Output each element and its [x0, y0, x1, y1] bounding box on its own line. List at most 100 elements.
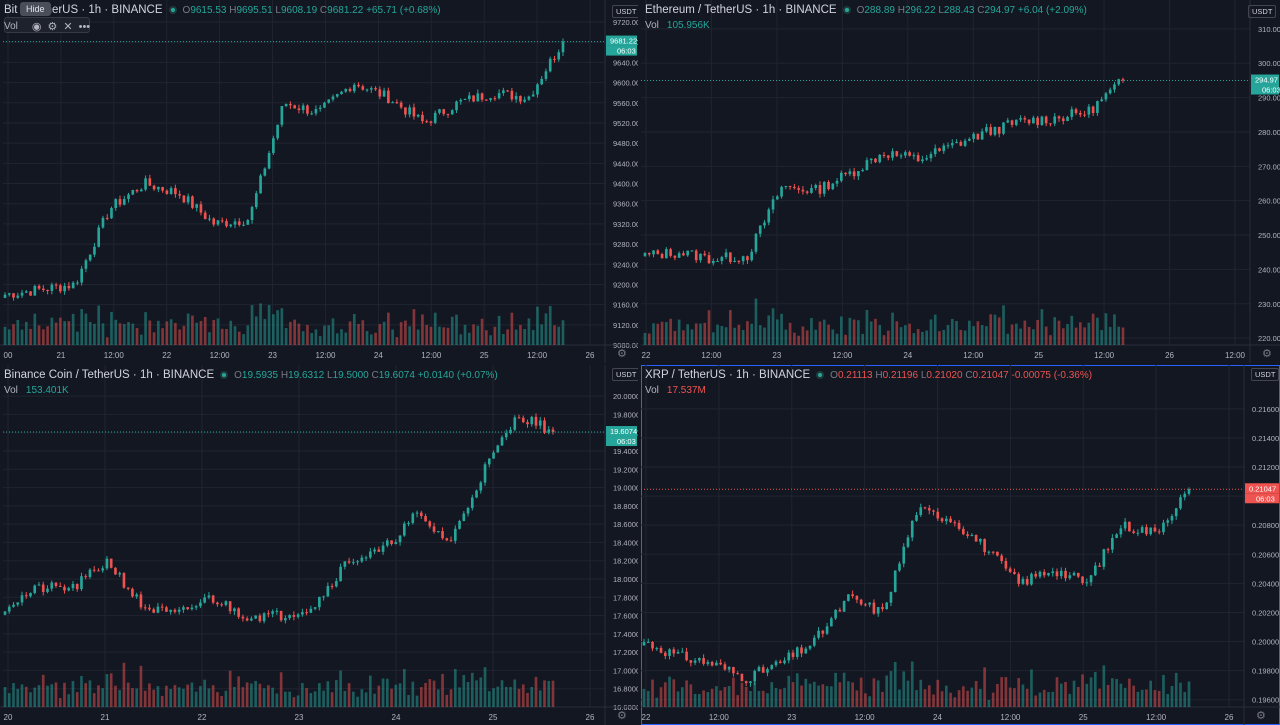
y-tick-label: 19.0000 [613, 484, 638, 493]
volume-bar [521, 684, 525, 707]
candle-body [902, 546, 906, 564]
more-icon[interactable]: ••• [78, 20, 91, 33]
volume-bar [459, 334, 463, 345]
chart-pane-btc[interactable]: 9720.009680.009640.009600.009560.009520.… [0, 0, 638, 363]
chart-pane-eth[interactable]: 310.00 300.00 290.00 280.00 270.00 260.00 250.… [641, 0, 1280, 363]
volume-bar [425, 324, 429, 345]
candle-body [733, 260, 736, 263]
market-status-icon[interactable] [816, 371, 825, 379]
currency-label[interactable]: USDT [612, 368, 638, 381]
candle-body [352, 562, 355, 564]
volume-bar [767, 315, 771, 345]
legend-eth: Ethereum / TetherUS · 1h · BINANCE O288.… [645, 4, 1087, 16]
volume-bar [916, 329, 920, 345]
candle-body [686, 250, 690, 256]
candle-body [912, 155, 916, 157]
chart-canvas-bnb[interactable]: 20.000019.800019.600019.400019.200019.00… [0, 365, 638, 725]
candle-body [1108, 89, 1112, 94]
countdown-label: 06:03 [1256, 494, 1275, 503]
hide-tooltip: Hide [20, 2, 51, 16]
volume-bar [493, 326, 497, 345]
candle-body [169, 188, 173, 194]
volume-bar [216, 692, 219, 707]
candle-body [29, 291, 32, 296]
volume-bar [548, 306, 552, 345]
x-tick-label: 25 [1079, 713, 1088, 722]
volume-bar [424, 682, 427, 707]
volume-bar [1061, 328, 1065, 345]
candle-body [795, 647, 799, 657]
currency-label[interactable]: USDT [1251, 368, 1280, 381]
volume-bar [80, 676, 83, 707]
candle-body [322, 596, 325, 598]
candle-body [932, 510, 935, 512]
settings-gear-icon[interactable]: ⚙ [1262, 347, 1272, 360]
volume-bar [16, 688, 20, 707]
market-status-icon[interactable] [842, 6, 851, 14]
settings-icon[interactable]: ⚙ [47, 21, 58, 33]
chart-pane-bnb[interactable]: 20.000019.800019.600019.400019.200019.00… [0, 365, 638, 725]
volume-bar [861, 333, 864, 345]
symbol-title[interactable]: Ethereum / TetherUS · 1h · BINANCE [645, 4, 837, 16]
chart-canvas-btc[interactable]: 9720.009680.009640.009600.009560.009520.… [0, 0, 638, 363]
candle-body [148, 178, 152, 186]
candle-body [527, 96, 531, 100]
volume-bar [245, 682, 249, 707]
volume-bar [466, 682, 470, 707]
candle-body [126, 587, 130, 589]
market-status-icon[interactable] [220, 371, 229, 379]
y-tick-label: 18.2000 [613, 557, 638, 566]
currency-label[interactable]: USDT [612, 5, 638, 18]
volume-bar [693, 693, 697, 707]
candle-body [1070, 109, 1074, 117]
ohlc-values: O9615.53 H9695.51 L9608.19 C9681.22 +65.… [182, 4, 441, 16]
volume-bar [643, 333, 647, 345]
symbol-title[interactable]: XRP / TetherUS · 1h · BINANCE [645, 369, 811, 381]
chart-canvas-eth[interactable]: 310.00 300.00 290.00 280.00 270.00 260.00 250.… [641, 0, 1280, 363]
settings-gear-icon[interactable]: ⚙ [617, 709, 627, 722]
candle-body [237, 608, 240, 617]
candle-body [191, 196, 194, 208]
volume-bar [927, 685, 931, 707]
candle-body [276, 124, 279, 139]
settings-gear-icon[interactable]: ⚙ [1256, 709, 1266, 722]
chart-pane-xrp[interactable]: 0.216000.214000.212000.210000.208000.206… [641, 365, 1280, 725]
volume-bar [899, 327, 903, 345]
candle-body [1053, 116, 1057, 124]
x-tick-label: 23 [772, 351, 781, 360]
currency-label[interactable]: USDT [1248, 5, 1277, 18]
volume-bar [1072, 680, 1076, 707]
volume-bar [165, 321, 169, 345]
volume-bar [972, 326, 975, 345]
y-tick-label: 18.8000 [613, 502, 638, 511]
market-status-icon[interactable] [168, 6, 177, 14]
volume-bar [676, 691, 680, 707]
candle-body [830, 618, 833, 627]
volume-bar [75, 692, 79, 707]
candle-body [750, 251, 754, 261]
candle-body [1013, 571, 1016, 574]
eye-icon[interactable]: ◉ [31, 21, 42, 33]
volume-bar [976, 321, 980, 345]
volume-bar [479, 677, 483, 707]
volume-bar [869, 321, 873, 345]
candle-body [152, 185, 156, 190]
close-icon[interactable]: ✕ [63, 21, 73, 33]
candle-body [1017, 573, 1021, 584]
candle-body [844, 172, 847, 175]
volume-bar [365, 331, 369, 345]
symbol-title[interactable]: Binance Coin / TetherUS · 1h · BINANCE [4, 369, 215, 381]
candle-body [993, 126, 997, 135]
candle-body [793, 186, 796, 189]
volume-bar [1174, 672, 1178, 707]
candle-body [758, 225, 762, 234]
candle-body [263, 168, 267, 176]
candle-body [105, 217, 109, 219]
volume-bar [216, 318, 220, 345]
settings-gear-icon[interactable]: ⚙ [617, 347, 627, 360]
candle-body [46, 289, 49, 291]
volume-bar [771, 308, 775, 345]
candle-body [50, 284, 54, 291]
volume-bar [979, 688, 982, 707]
chart-canvas-xrp[interactable]: 0.216000.214000.212000.210000.208000.206… [641, 365, 1280, 725]
